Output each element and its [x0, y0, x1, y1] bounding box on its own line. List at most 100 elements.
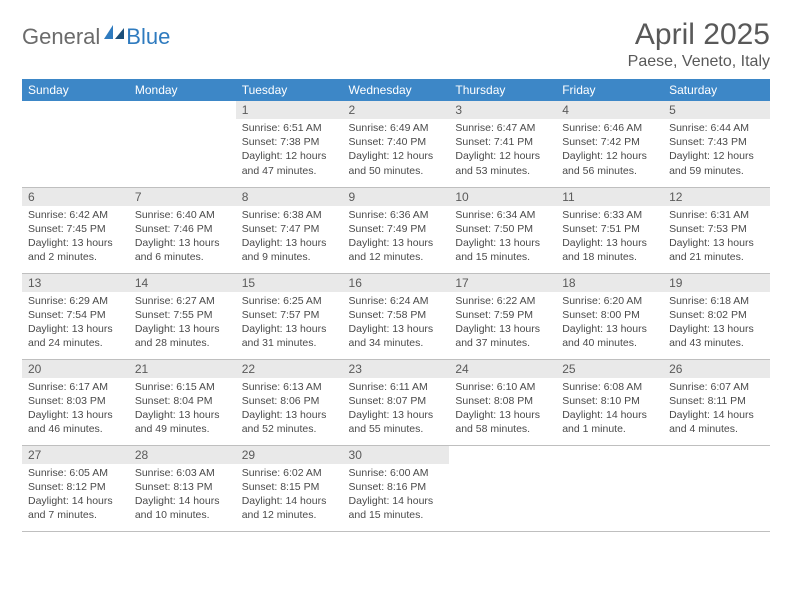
- sunset-text: Sunset: 8:15 PM: [242, 480, 337, 494]
- sunrise-text: Sunrise: 6:24 AM: [349, 294, 444, 308]
- sunset-text: Sunset: 8:12 PM: [28, 480, 123, 494]
- sunset-text: Sunset: 8:00 PM: [562, 308, 657, 322]
- sunset-text: Sunset: 7:46 PM: [135, 222, 230, 236]
- daylight-text: Daylight: 13 hours and 28 minutes.: [135, 322, 230, 350]
- sunrise-text: Sunrise: 6:18 AM: [669, 294, 764, 308]
- day-number: 24: [449, 360, 556, 378]
- sunset-text: Sunset: 8:06 PM: [242, 394, 337, 408]
- daylight-text: Daylight: 13 hours and 31 minutes.: [242, 322, 337, 350]
- sunset-text: Sunset: 8:11 PM: [669, 394, 764, 408]
- day-content: Sunrise: 6:46 AMSunset: 7:42 PMDaylight:…: [556, 119, 663, 182]
- calendar-day-cell: [22, 101, 129, 187]
- header: General Blue April 2025 Paese, Veneto, I…: [22, 18, 770, 71]
- calendar-day-cell: 22Sunrise: 6:13 AMSunset: 8:06 PMDayligh…: [236, 359, 343, 445]
- calendar-day-cell: 26Sunrise: 6:07 AMSunset: 8:11 PMDayligh…: [663, 359, 770, 445]
- calendar-day-cell: 28Sunrise: 6:03 AMSunset: 8:13 PMDayligh…: [129, 445, 236, 531]
- daylight-text: Daylight: 12 hours and 56 minutes.: [562, 149, 657, 177]
- day-number: 18: [556, 274, 663, 292]
- day-number: 30: [343, 446, 450, 464]
- day-number: 5: [663, 101, 770, 119]
- sunset-text: Sunset: 8:16 PM: [349, 480, 444, 494]
- daylight-text: Daylight: 13 hours and 55 minutes.: [349, 408, 444, 436]
- day-number: 22: [236, 360, 343, 378]
- sunrise-text: Sunrise: 6:40 AM: [135, 208, 230, 222]
- sunset-text: Sunset: 8:13 PM: [135, 480, 230, 494]
- day-content: Sunrise: 6:15 AMSunset: 8:04 PMDaylight:…: [129, 378, 236, 441]
- calendar-page: General Blue April 2025 Paese, Veneto, I…: [0, 0, 792, 550]
- day-number: 29: [236, 446, 343, 464]
- day-number: 7: [129, 188, 236, 206]
- daylight-text: Daylight: 13 hours and 21 minutes.: [669, 236, 764, 264]
- daylight-text: Daylight: 12 hours and 47 minutes.: [242, 149, 337, 177]
- calendar-day-cell: 14Sunrise: 6:27 AMSunset: 7:55 PMDayligh…: [129, 273, 236, 359]
- sunrise-text: Sunrise: 6:00 AM: [349, 466, 444, 480]
- day-content: Sunrise: 6:17 AMSunset: 8:03 PMDaylight:…: [22, 378, 129, 441]
- daylight-text: Daylight: 13 hours and 37 minutes.: [455, 322, 550, 350]
- sunrise-text: Sunrise: 6:11 AM: [349, 380, 444, 394]
- sunrise-text: Sunrise: 6:27 AM: [135, 294, 230, 308]
- day-content: Sunrise: 6:38 AMSunset: 7:47 PMDaylight:…: [236, 206, 343, 269]
- logo-text-blue: Blue: [126, 24, 170, 50]
- weekday-header-row: SundayMondayTuesdayWednesdayThursdayFrid…: [22, 79, 770, 101]
- title-block: April 2025 Paese, Veneto, Italy: [628, 18, 770, 71]
- day-number: 26: [663, 360, 770, 378]
- weekday-header: Sunday: [22, 79, 129, 101]
- day-content: Sunrise: 6:02 AMSunset: 8:15 PMDaylight:…: [236, 464, 343, 527]
- day-number: 27: [22, 446, 129, 464]
- weekday-header: Thursday: [449, 79, 556, 101]
- day-content: Sunrise: 6:08 AMSunset: 8:10 PMDaylight:…: [556, 378, 663, 441]
- calendar-day-cell: 9Sunrise: 6:36 AMSunset: 7:49 PMDaylight…: [343, 187, 450, 273]
- day-number: 8: [236, 188, 343, 206]
- calendar-week-row: 20Sunrise: 6:17 AMSunset: 8:03 PMDayligh…: [22, 359, 770, 445]
- day-number: 11: [556, 188, 663, 206]
- sunrise-text: Sunrise: 6:51 AM: [242, 121, 337, 135]
- calendar-day-cell: 5Sunrise: 6:44 AMSunset: 7:43 PMDaylight…: [663, 101, 770, 187]
- sunrise-text: Sunrise: 6:02 AM: [242, 466, 337, 480]
- day-content: Sunrise: 6:07 AMSunset: 8:11 PMDaylight:…: [663, 378, 770, 441]
- sunset-text: Sunset: 8:08 PM: [455, 394, 550, 408]
- calendar-day-cell: [663, 445, 770, 531]
- sunrise-text: Sunrise: 6:20 AM: [562, 294, 657, 308]
- calendar-day-cell: 7Sunrise: 6:40 AMSunset: 7:46 PMDaylight…: [129, 187, 236, 273]
- sunrise-text: Sunrise: 6:07 AM: [669, 380, 764, 394]
- day-content: Sunrise: 6:31 AMSunset: 7:53 PMDaylight:…: [663, 206, 770, 269]
- day-content: Sunrise: 6:24 AMSunset: 7:58 PMDaylight:…: [343, 292, 450, 355]
- sunrise-text: Sunrise: 6:42 AM: [28, 208, 123, 222]
- day-content: Sunrise: 6:51 AMSunset: 7:38 PMDaylight:…: [236, 119, 343, 182]
- weekday-header: Wednesday: [343, 79, 450, 101]
- sunrise-text: Sunrise: 6:31 AM: [669, 208, 764, 222]
- daylight-text: Daylight: 12 hours and 53 minutes.: [455, 149, 550, 177]
- calendar-day-cell: [129, 101, 236, 187]
- day-number: 15: [236, 274, 343, 292]
- day-number: 16: [343, 274, 450, 292]
- sunrise-text: Sunrise: 6:44 AM: [669, 121, 764, 135]
- sunrise-text: Sunrise: 6:38 AM: [242, 208, 337, 222]
- day-content: Sunrise: 6:13 AMSunset: 8:06 PMDaylight:…: [236, 378, 343, 441]
- logo: General Blue: [22, 24, 170, 50]
- calendar-day-cell: 16Sunrise: 6:24 AMSunset: 7:58 PMDayligh…: [343, 273, 450, 359]
- sunset-text: Sunset: 7:59 PM: [455, 308, 550, 322]
- calendar-day-cell: 3Sunrise: 6:47 AMSunset: 7:41 PMDaylight…: [449, 101, 556, 187]
- day-number: 25: [556, 360, 663, 378]
- sunset-text: Sunset: 7:38 PM: [242, 135, 337, 149]
- calendar-day-cell: 18Sunrise: 6:20 AMSunset: 8:00 PMDayligh…: [556, 273, 663, 359]
- sunrise-text: Sunrise: 6:03 AM: [135, 466, 230, 480]
- sunrise-text: Sunrise: 6:36 AM: [349, 208, 444, 222]
- calendar-day-cell: 10Sunrise: 6:34 AMSunset: 7:50 PMDayligh…: [449, 187, 556, 273]
- sunset-text: Sunset: 7:42 PM: [562, 135, 657, 149]
- calendar-day-cell: 19Sunrise: 6:18 AMSunset: 8:02 PMDayligh…: [663, 273, 770, 359]
- location-text: Paese, Veneto, Italy: [628, 53, 770, 71]
- sunrise-text: Sunrise: 6:17 AM: [28, 380, 123, 394]
- weekday-header: Tuesday: [236, 79, 343, 101]
- day-content: Sunrise: 6:25 AMSunset: 7:57 PMDaylight:…: [236, 292, 343, 355]
- sunset-text: Sunset: 8:10 PM: [562, 394, 657, 408]
- sunrise-text: Sunrise: 6:08 AM: [562, 380, 657, 394]
- daylight-text: Daylight: 13 hours and 24 minutes.: [28, 322, 123, 350]
- calendar-day-cell: 27Sunrise: 6:05 AMSunset: 8:12 PMDayligh…: [22, 445, 129, 531]
- day-number: 19: [663, 274, 770, 292]
- daylight-text: Daylight: 14 hours and 10 minutes.: [135, 494, 230, 522]
- sunset-text: Sunset: 7:45 PM: [28, 222, 123, 236]
- day-number: 3: [449, 101, 556, 119]
- day-number: 4: [556, 101, 663, 119]
- calendar-body: 1Sunrise: 6:51 AMSunset: 7:38 PMDaylight…: [22, 101, 770, 531]
